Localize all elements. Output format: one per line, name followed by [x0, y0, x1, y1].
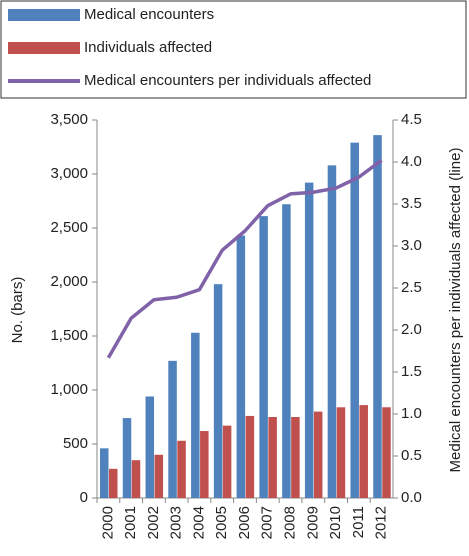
bar [245, 415, 255, 498]
x-tick-label: 2009 [304, 506, 321, 539]
bar [109, 468, 118, 498]
bar [145, 396, 155, 498]
line [106, 158, 383, 359]
y-tick-label: 3,500 [50, 111, 88, 128]
legend-label: Medical encounters [84, 6, 214, 23]
y-tick-label: 3,000 [50, 165, 88, 182]
x-tick-label: 2004 [190, 506, 207, 539]
bar [336, 407, 346, 498]
x-tick-label: 2012 [373, 506, 390, 539]
bar [200, 431, 209, 498]
bar [100, 448, 109, 498]
y2-tick-label: 1.0 [401, 405, 422, 422]
y2-tick-label: 3.5 [401, 195, 422, 212]
bar [382, 407, 391, 498]
y2-tick-label: 2.5 [401, 279, 422, 296]
y-tick-label: 1,000 [50, 381, 88, 398]
legend-swatch [8, 42, 80, 54]
bar [291, 417, 300, 498]
x-tick-label: 2002 [145, 506, 162, 539]
x-tick-label: 2001 [122, 506, 139, 539]
bar [222, 425, 232, 498]
bar [304, 182, 314, 498]
bar [168, 360, 177, 498]
y2-tick-label: 4.0 [401, 153, 422, 170]
bar [191, 332, 200, 498]
x-tick-label: 2003 [168, 506, 185, 539]
x-tick-label: 2000 [99, 506, 116, 539]
y2-tick-label: 0.5 [401, 447, 422, 464]
y-tick-label: 500 [63, 435, 88, 452]
bar [177, 440, 186, 498]
x-tick-label: 2010 [327, 506, 344, 539]
y2-tick-label: 2.0 [401, 321, 422, 338]
y2-axis-title: Medical encounters per individuals affec… [447, 148, 464, 473]
y-tick-label: 1,500 [50, 327, 88, 344]
x-tick-label: 2006 [236, 506, 253, 539]
x-tick-label: 2007 [259, 506, 276, 539]
legend-swatch [8, 9, 80, 21]
bar [154, 454, 164, 498]
bar [313, 411, 323, 498]
x-tick-label: 2005 [213, 506, 230, 539]
y2-tick-label: 4.5 [401, 111, 422, 128]
bar [213, 284, 223, 498]
bar [259, 216, 268, 498]
bar [236, 235, 246, 498]
x-tick-label: 2008 [282, 506, 299, 539]
legend-label: Individuals affected [84, 39, 212, 56]
y2-tick-label: 0.0 [401, 489, 422, 506]
bar [268, 417, 277, 498]
bar [122, 418, 132, 498]
bar [327, 165, 337, 499]
bar [131, 460, 141, 498]
y-tick-label: 2,000 [50, 273, 88, 290]
legend-label: Medical encounters per individuals affec… [84, 72, 371, 89]
y-tick-label: 0 [80, 489, 88, 506]
y2-tick-label: 1.5 [401, 363, 422, 380]
bar [373, 135, 382, 498]
legend-box [0, 0, 467, 99]
y-tick-label: 2,500 [50, 219, 88, 236]
y2-tick-label: 3.0 [401, 237, 422, 254]
bar [359, 405, 368, 498]
x-tick-label: 2011 [350, 506, 367, 538]
y-axis-title: No. (bars) [9, 277, 26, 344]
bar [350, 142, 359, 498]
bar [282, 204, 291, 499]
